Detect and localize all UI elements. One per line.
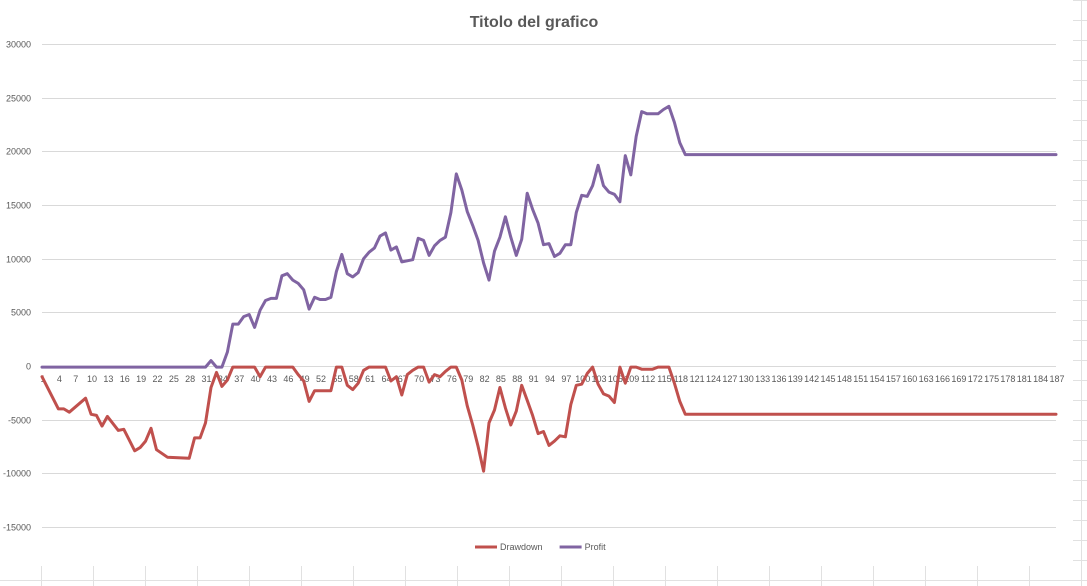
x-tick-label: 172 xyxy=(968,374,983,384)
x-tick-label: 49 xyxy=(300,374,310,384)
x-tick-label: 79 xyxy=(463,374,473,384)
x-tick-label: 178 xyxy=(1000,374,1015,384)
gridlines xyxy=(42,44,1056,528)
x-tick-label: 187 xyxy=(1049,374,1064,384)
x-tick-label: 43 xyxy=(267,374,277,384)
y-tick-label: 0 xyxy=(26,362,31,372)
x-tick-label: 118 xyxy=(674,374,688,384)
y-tick-label: -15000 xyxy=(3,523,31,533)
line-chart: 30000 25000 20000 15000 10000 5000 0 -5000 -1000… xyxy=(3,14,1065,552)
x-tick-label: 55 xyxy=(332,374,342,384)
x-tick-label: 166 xyxy=(935,374,950,384)
x-axis-tick-labels: 1 4 7 10 13 16 19 22 25 28 31 34 37 40 43 46 49 52 55 58 61 6… xyxy=(40,374,1064,384)
x-tick-label: 91 xyxy=(529,374,539,384)
x-tick-label: 136 xyxy=(771,374,786,384)
series-line-profit[interactable] xyxy=(40,104,1058,369)
x-tick-label: 82 xyxy=(480,374,490,384)
x-tick-label: 22 xyxy=(152,374,162,384)
x-tick-label: 115 xyxy=(657,374,671,384)
x-tick-label: 184 xyxy=(1033,374,1048,384)
x-tick-label: 169 xyxy=(951,374,966,384)
x-tick-label: 25 xyxy=(169,374,179,384)
x-tick-label: 181 xyxy=(1017,374,1032,384)
x-tick-label: 163 xyxy=(919,374,934,384)
x-tick-label: 109 xyxy=(624,374,639,384)
x-tick-label: 97 xyxy=(561,374,571,384)
x-tick-label: 61 xyxy=(365,374,375,384)
x-tick-label: 139 xyxy=(788,374,803,384)
x-tick-label: 28 xyxy=(185,374,195,384)
x-tick-label: 16 xyxy=(120,374,130,384)
x-tick-label: 67 xyxy=(398,374,408,384)
x-tick-label: 112 xyxy=(641,374,655,384)
y-tick-label: 5000 xyxy=(11,308,31,318)
x-tick-label: 73 xyxy=(431,374,441,384)
chart-area[interactable]: 30000 25000 20000 15000 10000 5000 0 -5000 -1000… xyxy=(0,0,1073,566)
x-tick-label: 70 xyxy=(414,374,424,384)
x-tick-label: 40 xyxy=(251,374,261,384)
x-tick-label: 10 xyxy=(87,374,97,384)
y-tick-label: -5000 xyxy=(8,416,31,426)
legend-label-profit: Profit xyxy=(585,542,607,552)
y-tick-label: 20000 xyxy=(6,147,31,157)
x-tick-label: 157 xyxy=(886,374,901,384)
x-tick-label: 130 xyxy=(739,374,754,384)
x-tick-label: 52 xyxy=(316,374,326,384)
y-tick-label: 15000 xyxy=(6,201,31,211)
y-axis-tick-labels: 30000 25000 20000 15000 10000 5000 0 -5000 -1000… xyxy=(3,40,31,533)
x-tick-label: 103 xyxy=(592,374,607,384)
x-tick-label: 175 xyxy=(984,374,999,384)
y-tick-label: 10000 xyxy=(6,255,31,265)
y-tick-label: 25000 xyxy=(6,94,31,104)
x-tick-label: 7 xyxy=(73,374,78,384)
x-tick-label: 76 xyxy=(447,374,457,384)
x-tick-label: 58 xyxy=(349,374,359,384)
legend-label-drawdown: Drawdown xyxy=(500,542,543,552)
x-tick-label: 46 xyxy=(283,374,293,384)
x-tick-label: 94 xyxy=(545,374,555,384)
y-tick-label: -10000 xyxy=(3,469,31,479)
x-tick-label: 31 xyxy=(202,374,212,384)
x-tick-label: 154 xyxy=(870,374,885,384)
x-tick-label: 13 xyxy=(103,374,113,384)
x-tick-label: 142 xyxy=(804,374,819,384)
x-tick-label: 148 xyxy=(837,374,852,384)
x-tick-label: 145 xyxy=(821,374,836,384)
x-tick-label: 88 xyxy=(512,374,522,384)
x-tick-label: 106 xyxy=(608,374,623,384)
x-tick-label: 64 xyxy=(381,374,391,384)
x-tick-label: 37 xyxy=(234,374,244,384)
y-tick-label: 30000 xyxy=(6,40,31,50)
x-tick-label: 19 xyxy=(136,374,146,384)
x-tick-label: 133 xyxy=(755,374,770,384)
series-line-drawdown[interactable] xyxy=(40,365,1058,473)
x-tick-label: 4 xyxy=(57,374,62,384)
x-tick-label: 34 xyxy=(218,374,228,384)
x-tick-label: 127 xyxy=(722,374,737,384)
chart-title[interactable]: Titolo del grafico xyxy=(470,14,599,31)
x-tick-label: 121 xyxy=(690,374,705,384)
legend[interactable]: Drawdown Profit xyxy=(475,542,606,552)
x-tick-label: 160 xyxy=(902,374,917,384)
series-lines xyxy=(40,104,1058,473)
x-tick-label: 85 xyxy=(496,374,506,384)
x-tick-label: 124 xyxy=(706,374,721,384)
x-tick-label: 151 xyxy=(853,374,868,384)
